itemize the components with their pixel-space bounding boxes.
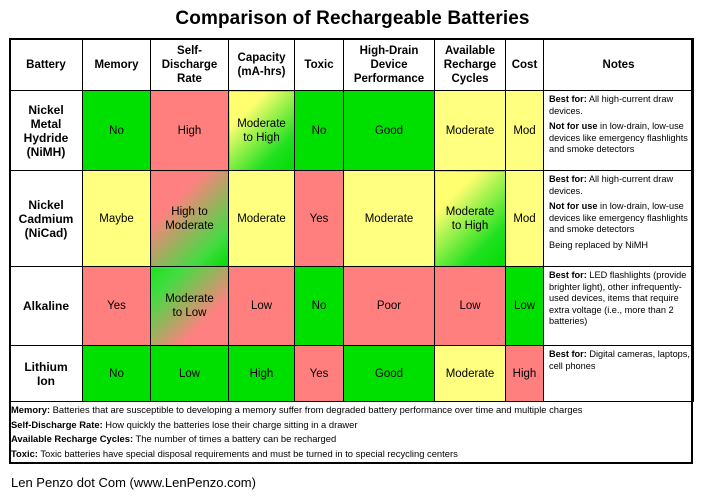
rating-cell: Moderate to High (434, 170, 506, 267)
rating-cell: High (505, 345, 544, 402)
rating-cell: Moderate to Low (150, 266, 229, 346)
rating-cell: Low (505, 266, 544, 346)
legend-term: Toxic: (11, 447, 38, 459)
legend-entry: Available Recharge Cycles: The number of… (11, 432, 691, 447)
note-paragraph: Not for use in low-drain, low-use device… (549, 201, 690, 236)
rating-cell: Yes (82, 266, 151, 346)
battery-name: Alkaline (9, 266, 83, 346)
note-label: Best for: (549, 349, 587, 359)
notes-cell: Best for: LED flashlights (provide brigh… (543, 266, 694, 346)
note-label: Not for use (549, 121, 598, 131)
notes-cell: Best for: Digital cameras, laptops, cell… (543, 345, 694, 402)
battery-name: Nickel Metal Hydride (NiMH) (9, 90, 83, 171)
rating-cell: High to Moderate (150, 170, 229, 267)
legend-entry: Self-Discharge Rate: How quickly the bat… (11, 418, 691, 433)
note-text: All high-current draw devices. (549, 174, 674, 196)
note-label: Best for: (549, 94, 587, 104)
note-text: All high-current draw devices. (549, 94, 674, 116)
rating-cell: Mod (505, 90, 544, 171)
rating-cell: Moderate to High (228, 90, 295, 171)
rating-cell: High (228, 345, 295, 402)
legend-entry: Memory: Batteries that are susceptible t… (11, 403, 691, 418)
column-header: Battery (9, 38, 83, 91)
note-paragraph: Being replaced by NiMH (549, 240, 690, 252)
footer-credit: Len Penzo dot Com (www.LenPenzo.com) (11, 475, 256, 490)
column-header: High-Drain Device Performance (343, 38, 435, 91)
rating-cell: Low (434, 266, 506, 346)
note-label: Best for: (549, 270, 587, 280)
battery-name: Lithium Ion (9, 345, 83, 402)
rating-cell: Good (343, 345, 435, 402)
note-paragraph: Best for: LED flashlights (provide brigh… (549, 270, 690, 328)
note-text: Digital cameras, laptops, cell phones (549, 349, 690, 371)
note-paragraph: Best for: Digital cameras, laptops, cell… (549, 349, 690, 372)
legend: Memory: Batteries that are susceptible t… (11, 403, 691, 461)
column-header: Cost (505, 38, 544, 91)
note-paragraph: Best for: All high-current draw devices. (549, 94, 690, 117)
rating-cell: No (294, 90, 344, 171)
table-row: Nickel Metal Hydride (NiMH) No High Moderate to… (9, 90, 694, 171)
note-text: Being replaced by NiMH (549, 239, 649, 250)
rating-cell: Yes (294, 345, 344, 402)
page-title: Comparison of Rechargeable Batteries (175, 8, 530, 29)
legend-term: Memory: (11, 404, 51, 415)
note-label: Best for: (549, 174, 587, 184)
legend-definition: Batteries that are susceptible to develo… (50, 404, 583, 415)
comparison-table: Battery Memory Self- Discharge Rate Capacity(… (9, 38, 694, 402)
rating-cell: Moderate (343, 170, 435, 267)
note-paragraph: Not for use in low-drain, low-use device… (549, 121, 690, 156)
battery-name: Nickel Cadmium (NiCad) (9, 170, 83, 267)
legend-definition: The number of times a battery can be rec… (133, 433, 337, 444)
table-frame (9, 38, 693, 464)
note-paragraph: Best for: All high-current draw devices. (549, 174, 690, 197)
note-text: in low-drain, low-use devices like emerg… (549, 121, 688, 154)
legend-definition: Toxic batteries have special disposal re… (37, 447, 458, 459)
note-text: in low-drain, low-use devices like emerg… (549, 201, 688, 234)
table-body: Nickel Metal Hydride (NiMH) No High Moderate to… (9, 90, 694, 402)
notes-cell: Best for: All high-current draw devices.… (543, 170, 694, 267)
column-header: Capacity (mA-hrs) (228, 38, 295, 91)
rating-cell: Low (150, 345, 229, 402)
header-row: Battery Memory Self- Discharge Rate Capacity(… (9, 38, 694, 91)
legend-term: Self-Discharge Rate: (11, 418, 103, 430)
rating-cell: Moderate (434, 90, 506, 171)
table-row: Lithium Ion No Low High Yes Good Moderate High Be… (9, 345, 694, 402)
note-text: LED flashlights (provide brighter light)… (549, 270, 687, 326)
rating-cell: Maybe (82, 170, 151, 267)
notes-cell: Best for: All high-current draw devices.… (543, 90, 694, 171)
table-row: Nickel Cadmium (NiCad) Maybe High to Moderate… (9, 170, 694, 267)
rating-cell: Poor (343, 266, 435, 346)
rating-cell: No (82, 345, 151, 402)
legend-entry: Toxic: Toxic batteries have special disp… (11, 447, 691, 462)
rating-cell: No (82, 90, 151, 171)
column-header: Available Recharge Cycles (434, 38, 506, 91)
legend-definition: How quickly the batteries lose their cha… (102, 418, 358, 430)
table-row: Alkaline Yes Moderate to Low Low No Poor Low Low… (9, 266, 694, 346)
note-label: Not for use (549, 201, 598, 211)
legend-term: Available Recharge Cycles: (11, 433, 134, 444)
rating-cell: Yes (294, 170, 344, 267)
